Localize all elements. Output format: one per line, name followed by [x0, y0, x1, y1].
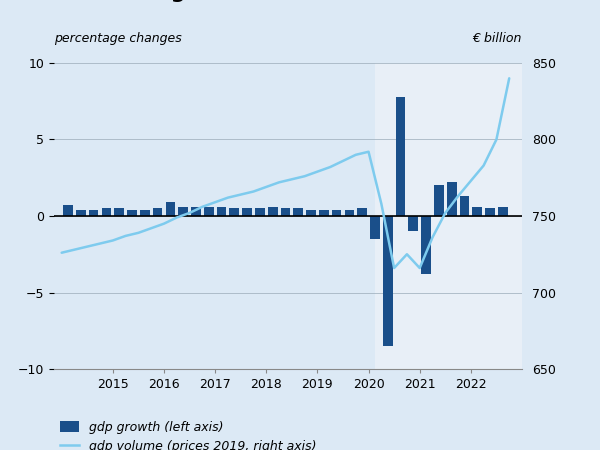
- Bar: [293, 208, 303, 216]
- Bar: [204, 207, 214, 216]
- Bar: [217, 207, 226, 216]
- Bar: [153, 208, 163, 216]
- Text: percentage changes: percentage changes: [54, 32, 182, 45]
- Bar: [370, 216, 380, 239]
- Bar: [229, 208, 239, 216]
- Bar: [498, 207, 508, 216]
- Bar: [460, 196, 469, 216]
- Text: € billion: € billion: [473, 32, 522, 45]
- Bar: [127, 210, 137, 216]
- Bar: [281, 208, 290, 216]
- Bar: [101, 208, 111, 216]
- Bar: [447, 182, 457, 216]
- Bar: [178, 207, 188, 216]
- Bar: [344, 210, 354, 216]
- Bar: [76, 210, 86, 216]
- Bar: [375, 63, 522, 369]
- Bar: [395, 97, 406, 216]
- Bar: [89, 210, 98, 216]
- Bar: [383, 216, 392, 346]
- Bar: [140, 210, 149, 216]
- Bar: [319, 210, 329, 216]
- Bar: [472, 207, 482, 216]
- Bar: [63, 205, 73, 216]
- Text: Economic growth in the Netherlands: Economic growth in the Netherlands: [52, 0, 482, 2]
- Bar: [166, 202, 175, 216]
- Bar: [191, 207, 201, 216]
- Bar: [421, 216, 431, 274]
- Bar: [306, 210, 316, 216]
- Bar: [242, 208, 252, 216]
- Bar: [255, 208, 265, 216]
- Bar: [268, 207, 278, 216]
- Bar: [358, 208, 367, 216]
- Bar: [115, 208, 124, 216]
- Bar: [434, 185, 444, 216]
- Legend: gdp growth (left axis), gdp volume (prices 2019, right axis): gdp growth (left axis), gdp volume (pric…: [60, 421, 317, 450]
- Bar: [409, 216, 418, 231]
- Bar: [332, 210, 341, 216]
- Bar: [485, 208, 495, 216]
